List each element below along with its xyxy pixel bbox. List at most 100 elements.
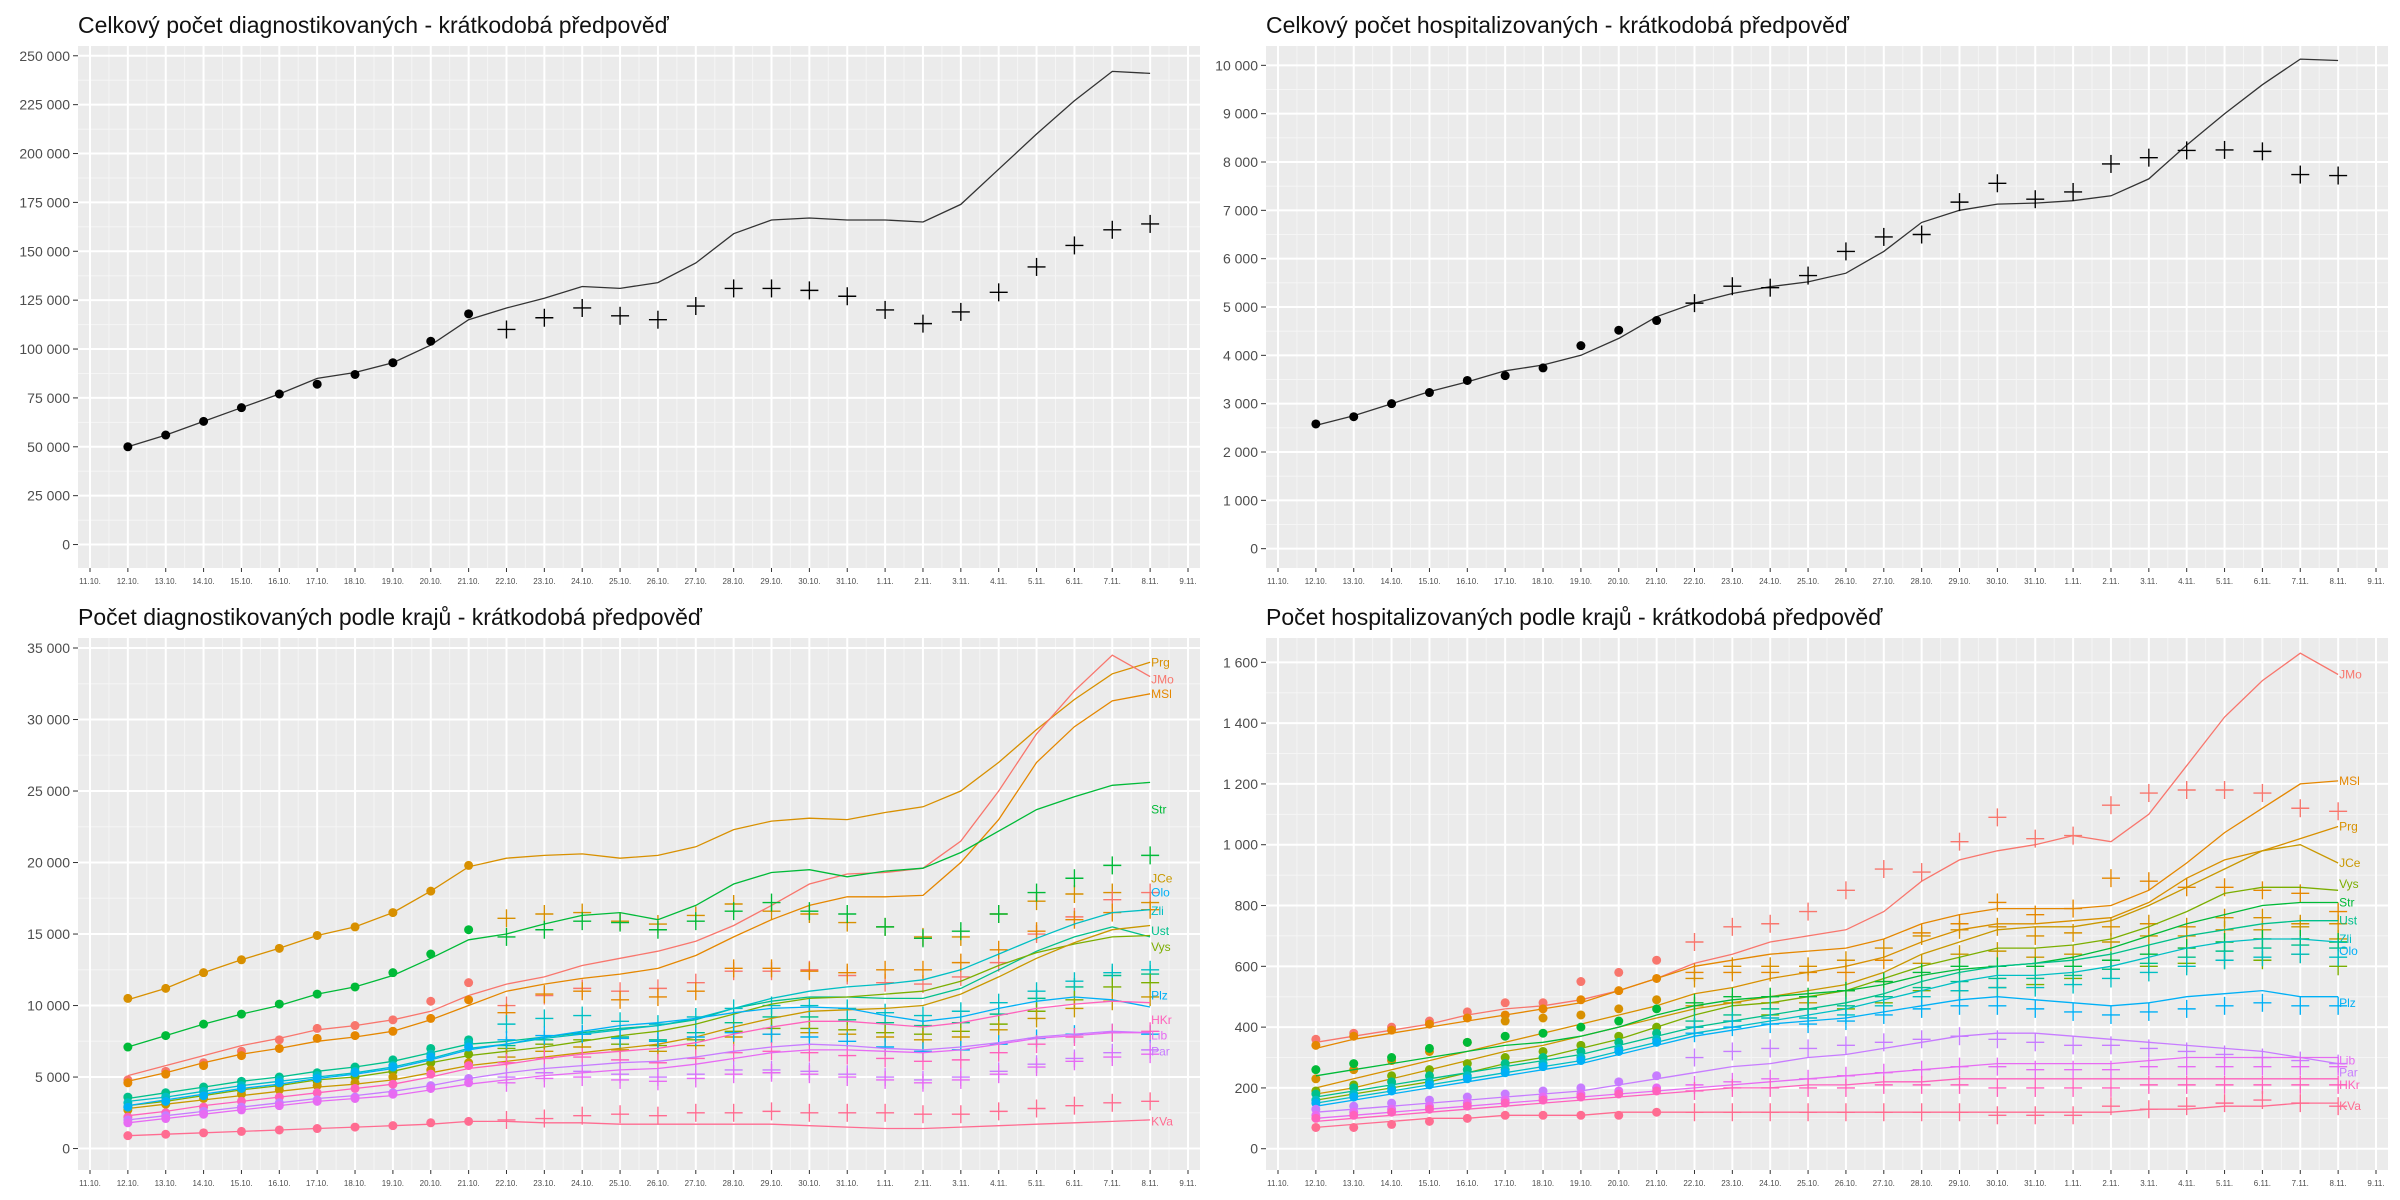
forecast-point	[951, 302, 970, 321]
panel-diagnosed-by-region: Počet diagnostikovaných podle krajů - kr…	[27, 604, 1200, 1194]
forecast-point	[648, 1106, 667, 1125]
forecast-point	[1799, 902, 1818, 921]
forecast-point	[1950, 1057, 1969, 1076]
forecast-point	[1988, 808, 2007, 827]
forecast-point	[686, 1103, 705, 1122]
y-tick-label: 250 000	[19, 48, 70, 64]
forecast-point	[2064, 1078, 2083, 1097]
forecast-point	[951, 1050, 970, 1069]
x-tick-label: 6.11.	[1066, 1179, 1083, 1188]
forecast-point	[1799, 1078, 1818, 1097]
forecast-point	[2101, 969, 2120, 988]
forecast-point	[535, 1026, 554, 1045]
x-tick-label: 28.10.	[723, 577, 745, 586]
y-tick-label: 1 000	[1223, 492, 1258, 508]
data-point	[236, 1083, 246, 1093]
forecast-point	[1027, 257, 1046, 276]
data-point	[350, 1122, 360, 1132]
forecast-point	[951, 1105, 970, 1124]
y-tick-label: 1 600	[1223, 654, 1258, 670]
data-point	[1576, 1010, 1586, 1020]
forecast-point	[2291, 945, 2310, 964]
forecast-point	[1988, 942, 2007, 961]
data-point	[1424, 388, 1434, 398]
x-tick-label: 11.10.	[79, 1179, 101, 1188]
forecast-point	[1027, 883, 1046, 902]
panel-hospitalized-by-region: Počet hospitalizovaných podle krajů - kr…	[1223, 604, 2388, 1194]
forecast-point	[2291, 799, 2310, 818]
data-point	[1311, 1113, 1321, 1123]
forecast-point	[497, 1030, 516, 1049]
forecast-point	[686, 297, 705, 316]
forecast-point	[1065, 236, 1084, 255]
x-tick-label: 15.10.	[230, 577, 252, 586]
x-tick-label: 7.11.	[1104, 1179, 1121, 1188]
forecast-point	[951, 953, 970, 972]
forecast-point	[1065, 1096, 1084, 1115]
data-point	[236, 1105, 246, 1115]
data-point	[199, 1109, 209, 1119]
data-point	[161, 1031, 171, 1041]
forecast-point	[2215, 996, 2234, 1015]
forecast-point	[2064, 1002, 2083, 1021]
forecast-point	[1141, 1092, 1160, 1111]
x-tick-label: 3.11.	[2140, 1179, 2157, 1188]
forecast-point	[2026, 1033, 2045, 1052]
forecast-point	[724, 1065, 743, 1084]
x-tick-label: 19.10.	[1570, 1179, 1592, 1188]
data-point	[1387, 1119, 1397, 1129]
forecast-point	[1950, 920, 1969, 939]
forecast-point	[2139, 872, 2158, 891]
forecast-point	[1027, 1099, 1046, 1118]
series-line	[1315, 58, 2339, 427]
y-tick-label: 1 200	[1223, 776, 1258, 792]
series-line	[1315, 938, 2339, 1104]
x-tick-label: 25.10.	[1797, 577, 1819, 586]
data-point	[388, 1026, 398, 1036]
x-tick-label: 11.10.	[1267, 577, 1289, 586]
forecast-point	[2139, 1057, 2158, 1076]
forecast-point	[497, 1110, 516, 1129]
forecast-point	[913, 1105, 932, 1124]
forecast-point	[1836, 1103, 1855, 1122]
x-tick-label: 20.10.	[1608, 1179, 1630, 1188]
data-point	[350, 1093, 360, 1103]
x-tick-label: 26.10.	[1835, 577, 1857, 586]
forecast-point	[2026, 1060, 2045, 1079]
region-label: JMo	[1151, 672, 1174, 686]
x-tick-label: 20.10.	[420, 577, 442, 586]
data-point	[1614, 1089, 1624, 1099]
data-point	[426, 336, 436, 346]
panel-title: Počet diagnostikovaných podle krajů - kr…	[78, 604, 703, 630]
data-point	[1424, 1104, 1434, 1114]
forecast-point	[1874, 227, 1893, 246]
y-tick-label: 125 000	[19, 292, 70, 308]
forecast-point	[800, 281, 819, 300]
data-point	[1576, 341, 1586, 351]
forecast-point	[1065, 1052, 1084, 1071]
forecast-point	[2177, 999, 2196, 1018]
x-tick-label: 9.11.	[1179, 1179, 1196, 1188]
forecast-point	[1912, 963, 1931, 982]
region-label: HKr	[2339, 1078, 2360, 1092]
forecast-point	[913, 1052, 932, 1071]
x-tick-label: 27.10.	[685, 1179, 707, 1188]
y-tick-label: 200	[1235, 1080, 1259, 1096]
panel-title: Počet hospitalizovaných podle krajů - kr…	[1266, 604, 1883, 630]
forecast-point	[611, 1012, 630, 1031]
forecast-point	[2215, 1075, 2234, 1094]
data-point	[1462, 1101, 1472, 1111]
chart-total-diagnosed: 0 25 000 50 000 75 000 100 000 125 000 150 000…	[19, 46, 1200, 586]
y-tick-label: 5 000	[1223, 299, 1258, 315]
data-point	[426, 1052, 436, 1062]
forecast-point	[2064, 182, 2083, 201]
data-point	[312, 1096, 322, 1106]
data-point	[388, 1072, 398, 1082]
forecast-point	[611, 1029, 630, 1048]
forecast-point	[913, 929, 932, 948]
data-point	[426, 1069, 436, 1079]
forecast-point	[2101, 1036, 2120, 1055]
data-point	[1652, 1037, 1662, 1047]
forecast-point	[762, 1063, 781, 1082]
